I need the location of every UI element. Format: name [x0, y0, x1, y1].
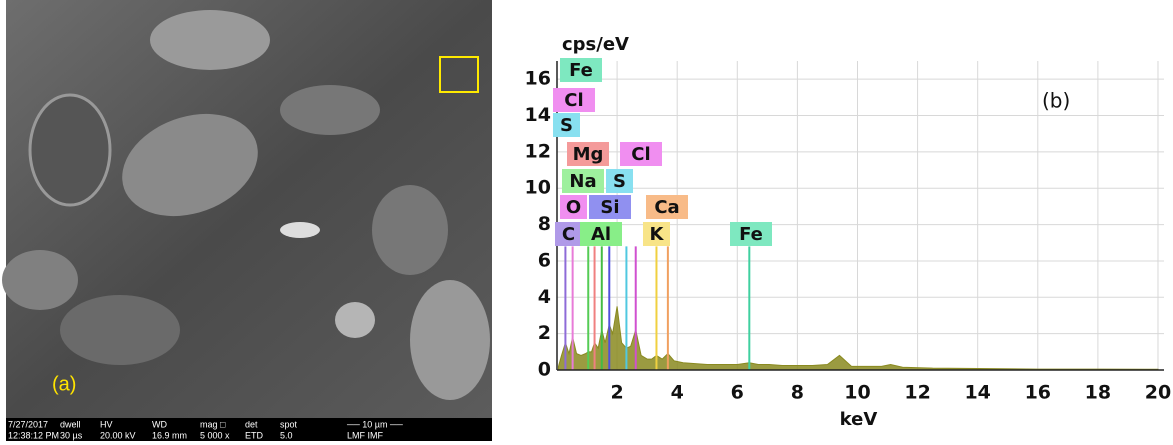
y-tick-label: 10: [525, 177, 551, 199]
info-text: spot: [280, 419, 298, 429]
x-tick-label: 10: [844, 382, 870, 404]
info-text: 5.0: [280, 430, 293, 440]
element-label: Si: [600, 197, 619, 218]
element-label: Fe: [739, 224, 763, 245]
panel-label: (b): [1042, 89, 1070, 113]
spectrum-area: [559, 306, 1158, 370]
info-text: HV: [100, 419, 113, 429]
info-text: dwell: [60, 419, 81, 429]
info-text: 30 µs: [60, 430, 83, 440]
element-label: Na: [569, 171, 596, 192]
element-label: K: [650, 224, 665, 245]
element-label: Cl: [631, 144, 650, 165]
y-axis-label: cps/eV: [562, 34, 629, 55]
x-tick-label: 8: [791, 382, 804, 404]
y-tick-label: 0: [538, 359, 551, 381]
element-label: Mg: [573, 144, 604, 165]
x-tick-label: 18: [1085, 382, 1111, 404]
x-tick-label: 12: [904, 382, 930, 404]
info-text: LMF IMF: [347, 430, 383, 440]
element-label: S: [560, 115, 573, 136]
x-tick-label: 20: [1145, 382, 1171, 404]
x-tick-label: 6: [731, 382, 744, 404]
x-tick-label: 14: [964, 382, 990, 404]
y-tick-label: 16: [525, 68, 551, 90]
figure: (a) 7/27/201712:38:12 PMdwell30 µs HV20.0…: [0, 0, 1173, 441]
panel-label: (a): [52, 373, 76, 395]
y-tick-label: 6: [538, 249, 551, 271]
element-label: Al: [591, 224, 611, 245]
element-label: S: [613, 171, 626, 192]
info-text: mag □: [200, 419, 226, 429]
info-text: 20.00 kV: [100, 430, 136, 440]
x-tick-label: 16: [1025, 382, 1051, 404]
info-text: ETD: [245, 430, 264, 440]
x-tick-label: 2: [610, 382, 623, 404]
y-tick-label: 4: [538, 286, 551, 308]
x-tick-label: 4: [671, 382, 684, 404]
info-text: 5 000 x: [200, 430, 230, 440]
info-text: WD: [152, 419, 167, 429]
x-axis-label: keV: [840, 409, 878, 430]
y-tick-label: 8: [538, 213, 551, 235]
info-text: 12:38:12 PM: [8, 430, 59, 440]
element-label: C: [562, 224, 575, 245]
sem-image: (a): [2, 0, 492, 441]
info-text: 7/27/2017: [8, 419, 48, 429]
element-label: Fe: [569, 60, 593, 81]
element-label: Ca: [654, 197, 679, 218]
y-tick-label: 14: [525, 104, 551, 126]
element-label: Cl: [564, 90, 583, 111]
y-tick-label: 2: [538, 322, 551, 344]
info-text: ── 10 µm ──: [346, 419, 403, 429]
info-text: det: [245, 419, 258, 429]
element-label: O: [566, 197, 581, 218]
y-tick-label: 12: [525, 140, 551, 162]
info-text: 16.9 mm: [152, 430, 187, 440]
